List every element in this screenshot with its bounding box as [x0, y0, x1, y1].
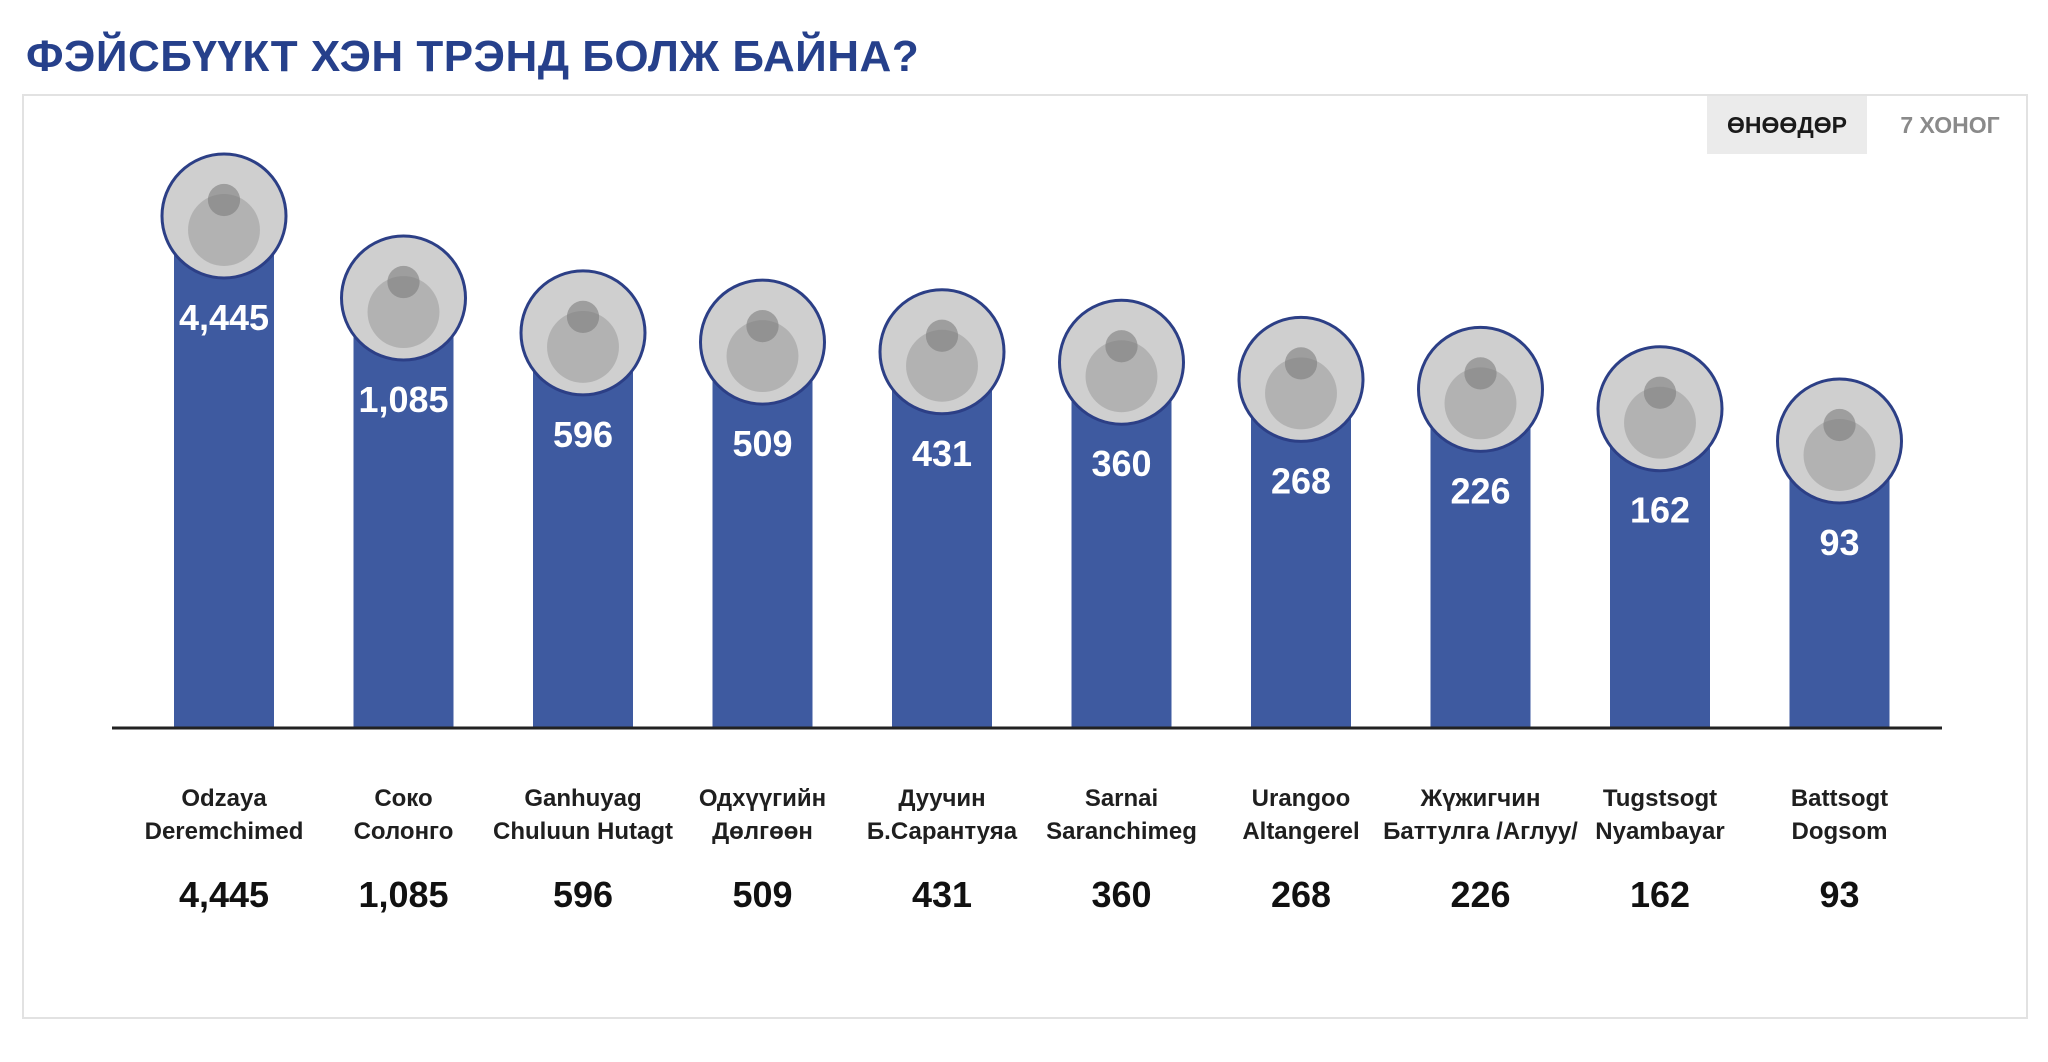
- category-label: Dogsom: [1792, 818, 1888, 845]
- bar-value-label: 509: [732, 423, 792, 464]
- avatar-head: [566, 300, 600, 334]
- value-label: 268: [1271, 874, 1331, 915]
- avatar-silhouette: [188, 194, 260, 266]
- category-label: Ganhuyag: [524, 785, 641, 812]
- category-label: Б.Сарантуяа: [867, 818, 1018, 845]
- category-label: Altangerel: [1242, 818, 1359, 845]
- bar-value-label: 162: [1630, 490, 1690, 531]
- avatar-silhouette: [906, 329, 978, 402]
- avatar-silhouette: [367, 276, 440, 349]
- tab-7-days[interactable]: 7 ХОНОГ: [1900, 112, 2000, 138]
- value-label: 431: [912, 874, 972, 915]
- avatar-silhouette: [1444, 367, 1517, 440]
- avatar-head: [207, 183, 241, 217]
- category-label: Жүжигчин: [1420, 785, 1541, 812]
- avatar-head: [1823, 408, 1856, 442]
- avatar-head: [1105, 330, 1138, 363]
- avatar-head: [1643, 376, 1677, 409]
- avatar-head: [925, 319, 959, 352]
- bar: [353, 298, 454, 728]
- avatar-head: [387, 265, 420, 299]
- value-label: 596: [553, 874, 613, 915]
- bar: [712, 342, 813, 728]
- bar-value-label: 268: [1271, 460, 1331, 501]
- value-label: 93: [1819, 874, 1859, 915]
- avatar-silhouette: [726, 320, 799, 393]
- value-label: 4,445: [179, 874, 269, 915]
- value-label: 162: [1630, 874, 1690, 915]
- category-label: Дөлгөөн: [712, 818, 813, 845]
- bar-value-label: 93: [1819, 522, 1859, 563]
- avatar-head: [1284, 347, 1318, 380]
- avatar-silhouette: [1085, 340, 1158, 413]
- tab-today[interactable]: ӨНӨӨДӨР: [1707, 96, 1867, 154]
- category-label: Соко: [374, 785, 432, 812]
- category-label: Odzaya: [181, 785, 267, 812]
- category-label: Баттулга /Аглуу/: [1383, 818, 1578, 845]
- avatar-silhouette: [1265, 357, 1337, 430]
- bar-value-label: 1,085: [358, 379, 448, 420]
- category-label: Deremchimed: [145, 818, 304, 845]
- bar: [174, 216, 274, 728]
- category-label: Battsogt: [1791, 785, 1888, 812]
- avatar-head: [746, 309, 779, 343]
- bar-value-label: 226: [1450, 470, 1510, 511]
- bar: [533, 332, 633, 728]
- category-label: Дуучин: [898, 785, 985, 812]
- category-label: Urangoo: [1252, 785, 1351, 812]
- avatar-silhouette: [1803, 419, 1876, 491]
- value-label: 509: [732, 874, 792, 915]
- category-label: Sarnai: [1085, 785, 1158, 812]
- category-label: Одхүүгийн: [699, 785, 826, 812]
- bar-value-label: 431: [912, 433, 972, 474]
- bar-value-label: 4,445: [179, 297, 269, 338]
- value-label: 226: [1450, 874, 1510, 915]
- avatar-silhouette: [547, 310, 619, 383]
- category-label: Tugstsogt: [1603, 785, 1717, 812]
- avatar-silhouette: [1624, 386, 1696, 459]
- category-label: Chuluun Hutagt: [493, 818, 673, 845]
- value-label: 360: [1091, 874, 1151, 915]
- category-label: Nyambayar: [1595, 818, 1724, 845]
- bar-value-label: 360: [1091, 443, 1151, 484]
- value-label: 1,085: [358, 874, 448, 915]
- page-title: ФЭЙСБҮҮКТ ХЭН ТРЭНД БОЛЖ БАЙНА?: [26, 32, 920, 81]
- bar-value-label: 596: [553, 414, 613, 455]
- category-label: Saranchimeg: [1046, 818, 1197, 845]
- category-label: Солонго: [354, 818, 454, 845]
- avatar-head: [1464, 357, 1497, 390]
